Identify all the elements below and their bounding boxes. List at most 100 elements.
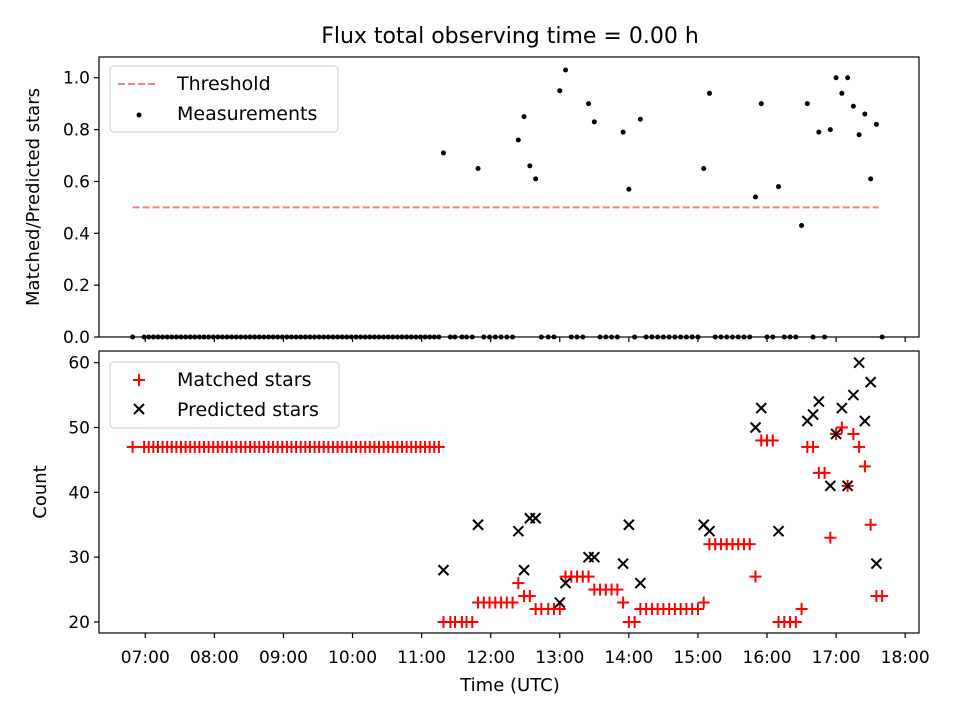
measurement-point [475, 165, 481, 171]
legend-matched-label: Matched stars [177, 369, 311, 391]
y-tick-label: 1.0 [63, 69, 90, 89]
predicted-star-point [703, 525, 716, 537]
matched-star-point [743, 538, 756, 551]
y-tick-label: 60 [68, 354, 90, 374]
predicted-star-point [853, 356, 865, 369]
matched-star-point [432, 440, 445, 453]
predicted-star-point [841, 480, 854, 492]
matched-star-point [818, 466, 831, 479]
matched-star-point [506, 596, 519, 609]
x-tick-label: 15:00 [673, 648, 722, 668]
bottom-axes: 20 30 40 50 60 07:00 08:00 09:00 10:00 11:00 12:00… [68, 350, 930, 668]
predicted-star-point [554, 596, 566, 609]
measurement-point [521, 114, 527, 120]
matched-star-point [766, 434, 779, 447]
predicted-star-point [824, 480, 837, 492]
top-y-axis-label: Matched/Predicted stars [23, 88, 44, 306]
measurement-point [637, 116, 643, 122]
measurement-point [850, 103, 856, 109]
measurement-point [804, 101, 810, 107]
y-tick-label: 0.0 [63, 328, 90, 348]
legend-threshold-label: Threshold [176, 73, 271, 95]
matched-star-point [858, 460, 871, 473]
predicted-star-point [830, 428, 842, 440]
measurement-point [856, 132, 862, 138]
x-tick-label: 12:00 [466, 648, 515, 668]
predicted-star-point [634, 577, 647, 589]
x-tick-label: 17:00 [812, 648, 861, 668]
matched-star-point [795, 603, 808, 616]
matched-star-point [847, 427, 860, 440]
legend-measurements-label: Measurements [177, 103, 317, 125]
measurement-point [868, 176, 874, 182]
measurement-point [758, 101, 764, 107]
matched-star-point [611, 583, 624, 596]
predicted-star-point [518, 564, 530, 576]
measurement-point [620, 129, 626, 135]
measurement-point [515, 137, 521, 143]
y-tick-label: 0.2 [63, 276, 90, 296]
x-tick-label: 10:00 [328, 648, 377, 668]
matched-star-point [789, 615, 802, 628]
predicted-star-point [437, 564, 450, 576]
matched-star-point [876, 590, 889, 603]
matched-star-point [523, 590, 536, 603]
legend-predicted-label: Predicted stars [177, 399, 319, 421]
legend-matched-marker [133, 374, 145, 386]
x-tick-label: 07:00 [121, 648, 170, 668]
predicted-star-point [749, 421, 762, 434]
predicted-star-point [864, 376, 877, 388]
matched-star-point [835, 421, 848, 434]
measurement-point [873, 121, 879, 127]
y-tick-label: 0.8 [63, 121, 90, 141]
measurement-point [701, 165, 707, 171]
measurement-point [839, 90, 845, 96]
matched-star-point [697, 596, 710, 609]
y-tick-label: 30 [68, 548, 90, 568]
matched-star-point [853, 440, 866, 453]
bottom-legend: Matched stars Predicted stars [109, 361, 340, 429]
matched-star-point [749, 570, 762, 583]
legend-measurements-marker [136, 112, 142, 118]
measurement-point [706, 90, 712, 96]
predicted-star-point [617, 557, 629, 570]
measurement-point [533, 176, 539, 182]
matched-star-point [617, 596, 630, 609]
measurement-point [753, 194, 759, 200]
matched-star-point [807, 440, 820, 453]
measurement-point [799, 223, 805, 229]
predicted-star-point [529, 512, 542, 524]
y-tick-label: 0.4 [63, 224, 90, 244]
measurement-point [440, 150, 446, 156]
predicted-star-point [772, 525, 785, 537]
chart-title: Flux total observing time = 0.00 h [321, 24, 699, 49]
x-axis-label: Time (UTC) [459, 675, 560, 696]
x-tick-label: 13:00 [535, 648, 584, 668]
axes-frame [98, 56, 920, 338]
x-tick-label: 08:00 [190, 648, 239, 668]
top-legend: Threshold Measurements [109, 65, 339, 133]
predicted-star-point [847, 389, 860, 401]
x-tick-label: 09:00 [259, 648, 308, 668]
predicted-star-point [559, 577, 572, 589]
bottom-panel: 20 30 40 50 60 07:00 08:00 09:00 10:00 11:00 12:00… [30, 350, 930, 696]
bottom-y-axis-label: Count [30, 465, 51, 518]
matched-star-point [126, 440, 139, 453]
y-tick-label: 0.6 [63, 172, 90, 192]
matched-star-point [864, 518, 877, 531]
matched-star-point [824, 531, 837, 544]
measurement-point [827, 127, 833, 133]
x-tick-label: 18:00 [881, 648, 930, 668]
predicted-star-point [859, 415, 871, 427]
bottom-marks [126, 356, 889, 628]
matched-star-point [512, 577, 525, 590]
predicted-star-point [472, 519, 484, 531]
measurement-point [557, 88, 563, 94]
predicted-star-point [512, 525, 525, 537]
top-axes: 0.0 0.2 0.4 0.6 0.8 1.0 [63, 56, 920, 348]
predicted-star-point [623, 519, 635, 531]
measurement-point [816, 129, 822, 135]
predicted-star-point [870, 557, 883, 570]
measurement-point [586, 101, 592, 107]
